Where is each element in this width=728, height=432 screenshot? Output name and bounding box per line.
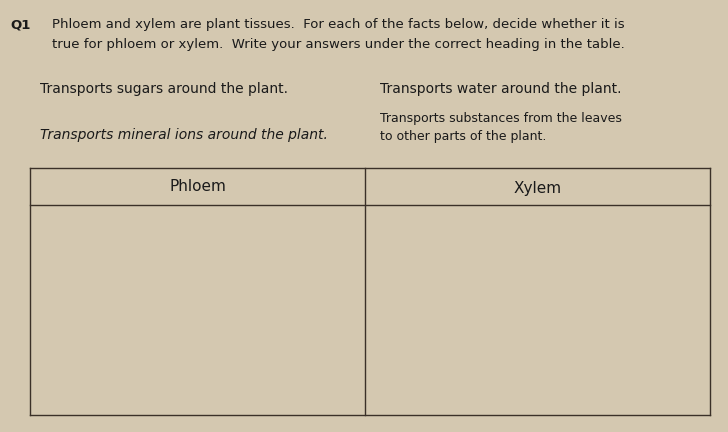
Text: Phloem and xylem are plant tissues.  For each of the facts below, decide whether: Phloem and xylem are plant tissues. For … xyxy=(52,18,625,31)
Text: Transports sugars around the plant.: Transports sugars around the plant. xyxy=(40,82,288,96)
Text: true for phloem or xylem.  Write your answers under the correct heading in the t: true for phloem or xylem. Write your ans… xyxy=(52,38,625,51)
Text: Transports substances from the leaves: Transports substances from the leaves xyxy=(380,112,622,125)
Text: to other parts of the plant.: to other parts of the plant. xyxy=(380,130,547,143)
Text: Phloem: Phloem xyxy=(169,179,226,194)
Text: Transports mineral ions around the plant.: Transports mineral ions around the plant… xyxy=(40,128,328,142)
Text: Q1: Q1 xyxy=(10,18,31,31)
Text: Xylem: Xylem xyxy=(513,181,561,196)
Text: Transports water around the plant.: Transports water around the plant. xyxy=(380,82,622,96)
